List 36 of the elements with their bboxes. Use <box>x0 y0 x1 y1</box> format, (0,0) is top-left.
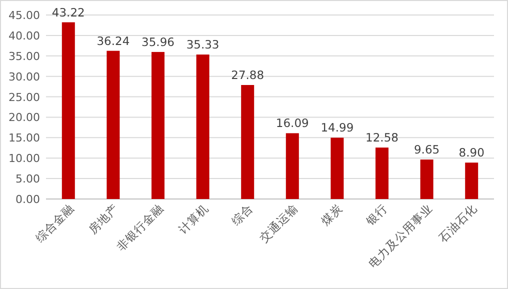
bar <box>465 162 478 199</box>
data-label: 12.58 <box>366 130 398 145</box>
y-tick-label: 10.00 <box>8 152 40 166</box>
x-tick-label: 交通运输 <box>256 201 301 246</box>
data-label: 16.09 <box>276 116 309 130</box>
bar <box>330 138 344 199</box>
y-tick-label: 25.00 <box>8 90 40 104</box>
bar <box>196 54 210 199</box>
data-label: 43.22 <box>52 5 85 20</box>
y-tick-label: 40.00 <box>8 29 40 42</box>
x-tick-label: 银行 <box>362 201 390 229</box>
bar <box>241 85 254 199</box>
bar <box>376 148 388 199</box>
data-label: 35.96 <box>142 34 174 49</box>
data-label: 14.99 <box>320 120 354 135</box>
x-tick-label: 煤炭 <box>318 201 346 228</box>
bar <box>62 22 75 199</box>
data-label: 36.24 <box>96 34 130 48</box>
data-label: 8.90 <box>458 146 484 160</box>
y-tick-label: 45.00 <box>8 9 40 22</box>
data-label: 27.88 <box>231 68 264 82</box>
bar <box>106 50 120 199</box>
bar <box>152 52 164 199</box>
y-tick-label: 15.00 <box>8 132 40 145</box>
y-tick-label: 35.00 <box>8 50 40 63</box>
y-tick-label: 30.00 <box>8 70 40 84</box>
x-tick-label: 石油石化 <box>436 201 480 246</box>
y-tick-label: 0.00 <box>16 193 40 206</box>
data-label: 9.65 <box>414 142 440 157</box>
data-label: 35.33 <box>186 38 220 52</box>
bar <box>420 160 434 199</box>
x-tick-label: 综合 <box>228 201 256 228</box>
y-tick-label: 5.00 <box>16 172 40 186</box>
y-tick-label: 20.00 <box>8 111 40 124</box>
bar <box>286 133 299 199</box>
x-tick-label: 计算机 <box>176 201 211 237</box>
